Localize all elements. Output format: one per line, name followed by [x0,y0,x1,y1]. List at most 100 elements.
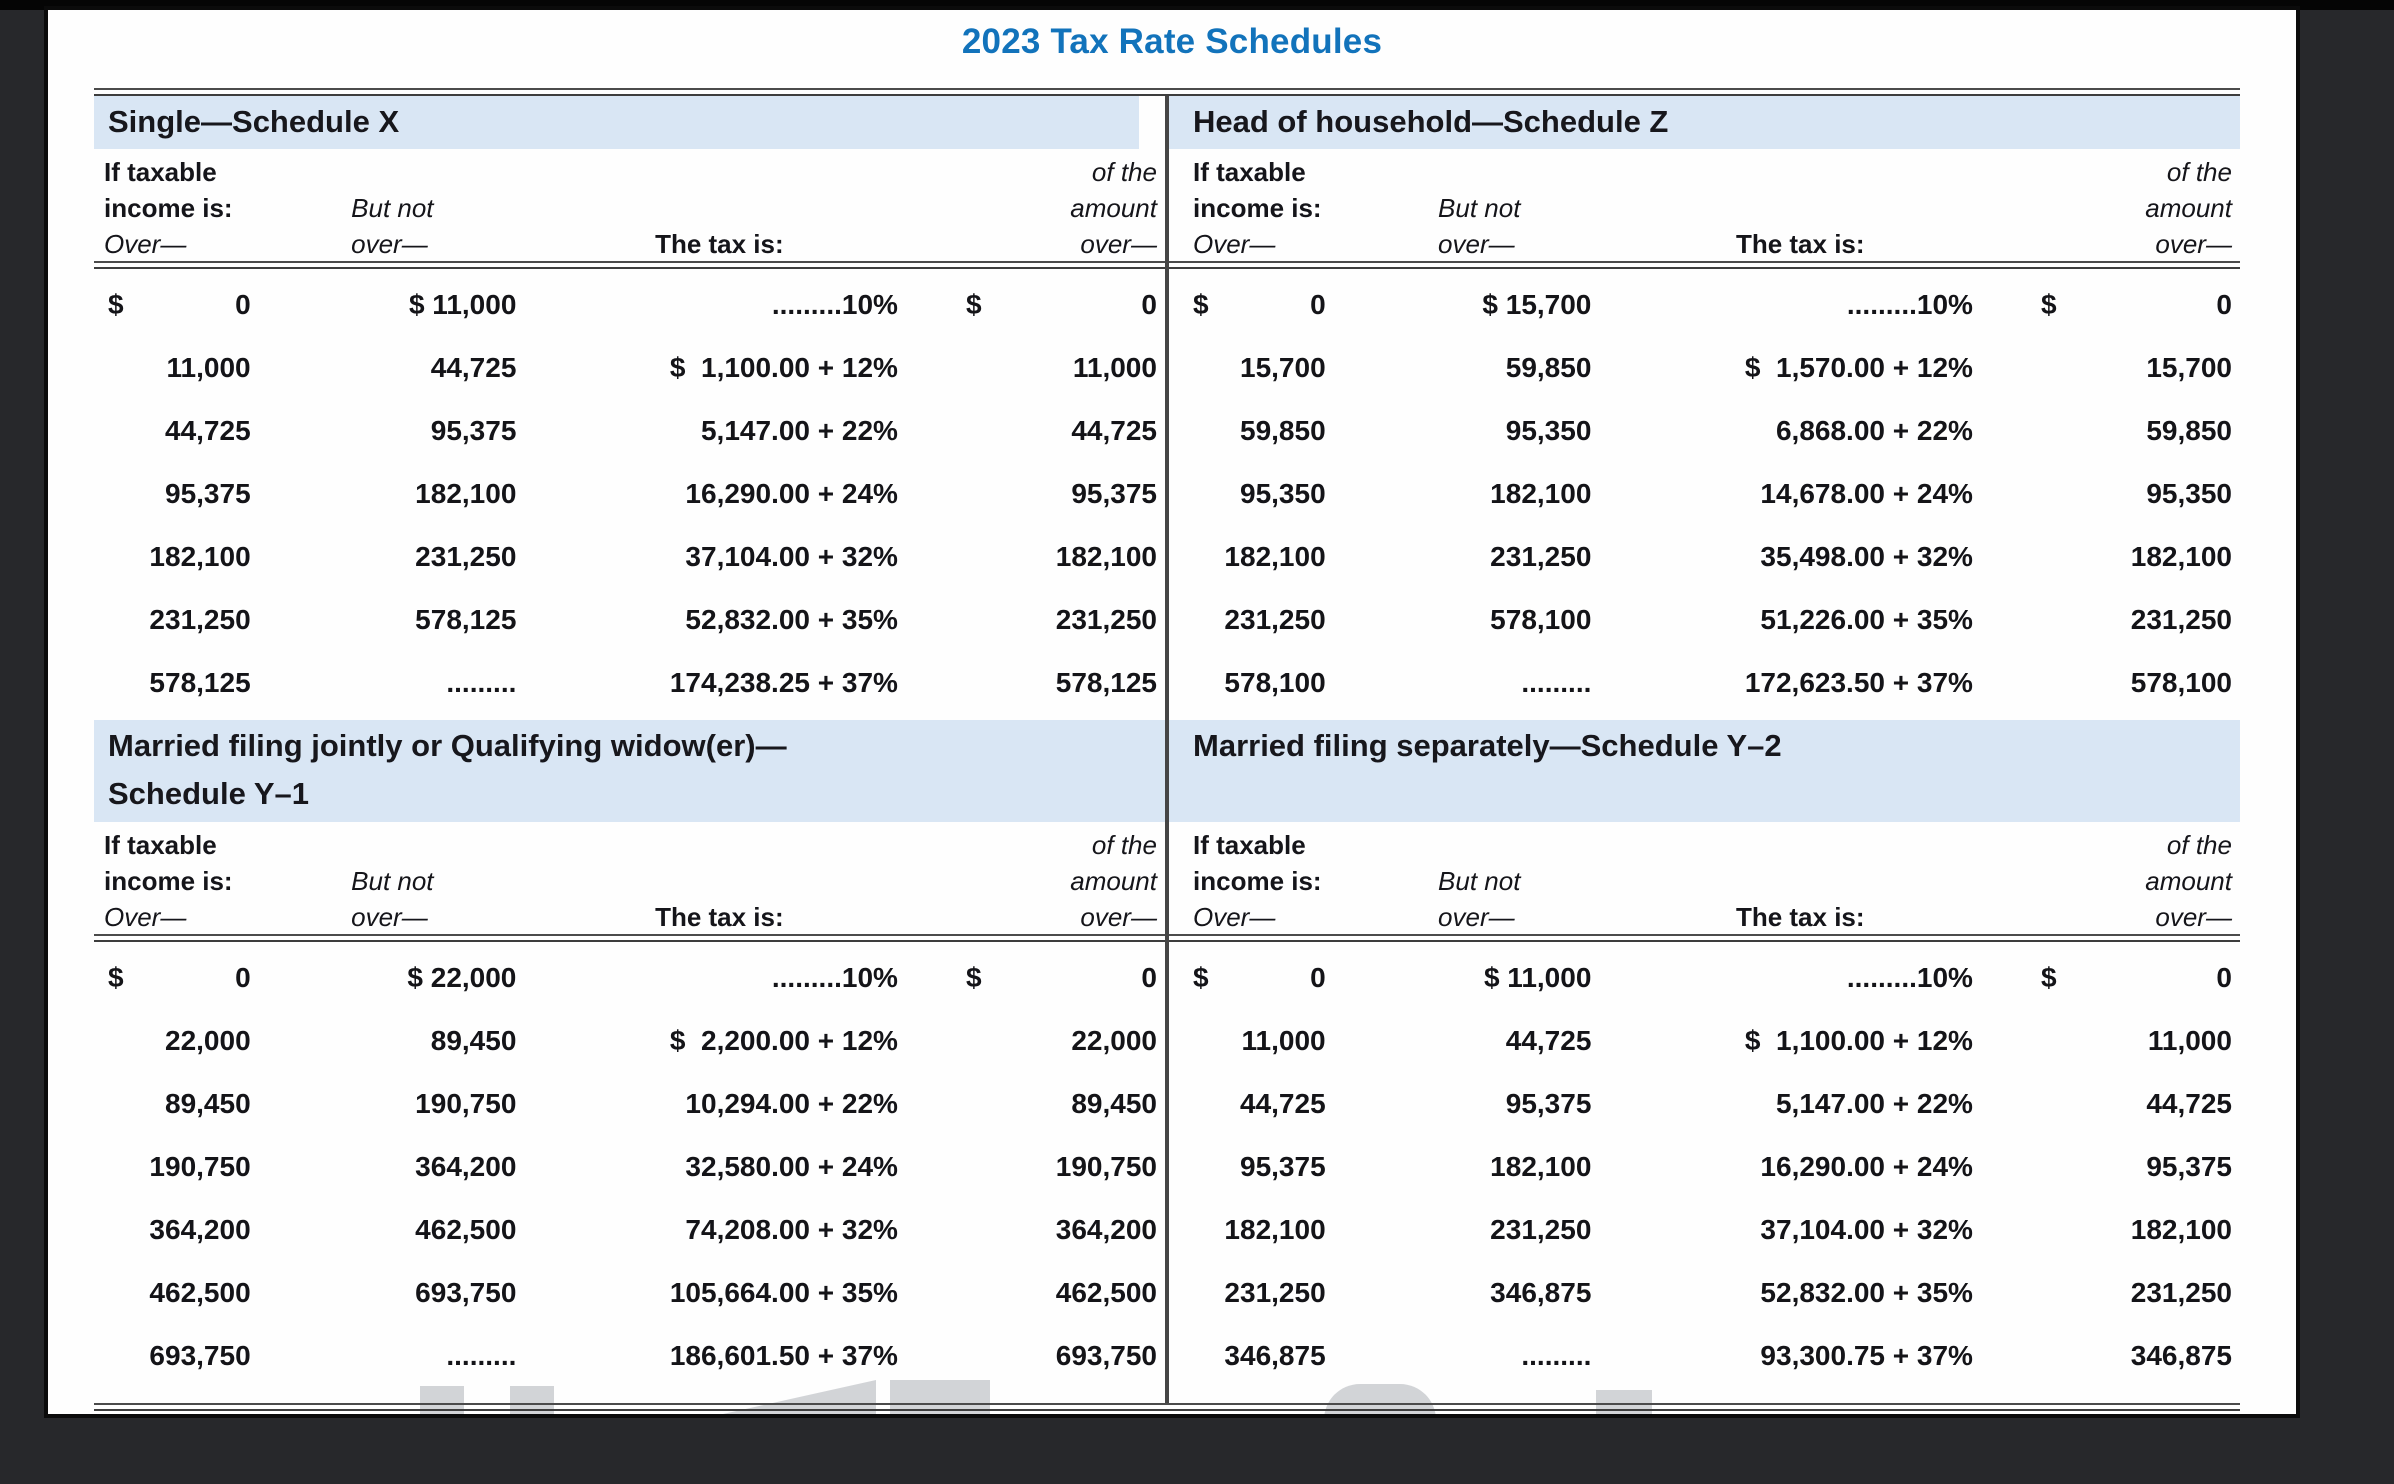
tax-value: $ 1,100.00 + 12% [669,351,898,383]
col-header-amount-over: of the amount over— [1070,157,1157,259]
cell-amount-over: 11,000 [908,352,1165,384]
cell-amount-over: 578,125 [908,667,1165,699]
column-headers: If taxable income is: Over— But not over… [94,149,1165,261]
tax-value: 16,290.00 + 24% [685,477,898,509]
cell-over: 44,725 [1169,1088,1330,1120]
over-value: 364,200 [149,1213,251,1245]
schedule-rows: $0 $ 15,700 .........10% $0 15,700 59,850 $ 1,… [1169,269,2240,720]
but-not-over-value: 182,100 [1490,1150,1592,1182]
cell-over: 182,100 [94,541,255,573]
cell-over: 693,750 [94,1340,255,1372]
cell-but-not-over: 95,375 [1330,1088,1598,1120]
cell-amount-over: 462,500 [908,1277,1165,1309]
but-not-over-value: $ 22,000 [407,961,517,993]
but-not-over-value: 95,350 [1505,414,1592,446]
cell-tax: .........10% [1597,289,1983,321]
col-header-over: If taxable income is: Over— [1193,830,1322,932]
table-row: 462,500 693,750 105,664.00 + 35% 462,500 [94,1261,1165,1324]
over-value: 22,000 [165,1024,251,1056]
amount-over-value: 182,100 [1055,540,1157,572]
table-row: 89,450 190,750 10,294.00 + 22% 89,450 [94,1072,1165,1135]
amount-over-value: 11,000 [2147,1024,2232,1056]
cell-but-not-over: ......... [1330,667,1598,699]
cell-tax: 5,147.00 + 22% [522,415,908,447]
amount-over-value: 578,125 [1055,666,1157,698]
tax-value: 51,226.00 + 35% [1760,603,1973,635]
cell-but-not-over: 231,250 [1330,1214,1598,1246]
col-header-tax-is: The tax is: [655,902,784,932]
cell-tax: 14,678.00 + 24% [1597,478,1983,510]
tax-value: 93,300.75 + 37% [1760,1339,1973,1371]
amount-over-value: 578,100 [2130,666,2232,698]
amount-over-value: 0 [1141,288,1157,320]
amount-over-value: 182,100 [2130,540,2232,572]
amount-over-value: 182,100 [2130,1213,2232,1245]
over-value: 44,725 [165,414,251,446]
cell-tax: 74,208.00 + 32% [522,1214,908,1246]
cell-tax: 16,290.00 + 24% [1597,1151,1983,1183]
table-row: 693,750......... 186,601.50 + 37% 693,750 [94,1324,1165,1387]
schedule-title: Married filing separately—Schedule Y–2 [1193,728,1782,763]
dollar-sign: $ [108,961,124,993]
amount-over-value: 44,725 [2146,1087,2232,1119]
cell-over: 578,125 [94,667,255,699]
cell-amount-over: 231,250 [1983,604,2240,636]
schedule-header-band: Married filing separately—Schedule Y–2 [1169,720,2240,822]
cell-tax: 37,104.00 + 32% [522,541,908,573]
over-value: 231,250 [1224,603,1326,635]
cell-tax: 52,832.00 + 35% [1597,1277,1983,1309]
amount-over-value: 95,375 [1071,477,1157,509]
cell-amount-over: 346,875 [1983,1340,2240,1372]
cell-amount-over: 578,100 [1983,667,2240,699]
column-headers: If taxable income is: Over— But not over… [1169,149,2240,261]
cell-amount-over: $0 [908,962,1165,994]
but-not-over-value: ......... [1521,666,1592,698]
cell-tax: 186,601.50 + 37% [522,1340,908,1372]
but-not-over-value: 44,725 [430,351,517,383]
cell-but-not-over: 59,850 [1330,352,1598,384]
col-header-tax-is: The tax is: [655,229,784,259]
cell-over: 231,250 [94,604,255,636]
over-value: 693,750 [149,1339,251,1371]
tax-value: 14,678.00 + 24% [1760,477,1973,509]
cell-tax: $ 1,100.00 + 12% [522,352,908,384]
over-value: 182,100 [1224,1213,1326,1245]
cell-over: $0 [94,289,255,321]
but-not-over-value: 95,375 [430,414,517,446]
cell-over: $0 [1169,289,1330,321]
but-not-over-value: 462,500 [415,1213,517,1245]
col-header-amount-over: of the amount over— [2145,830,2232,932]
tax-value: 37,104.00 + 32% [685,540,898,572]
cell-over: 231,250 [1169,604,1330,636]
table-rule [94,261,1165,269]
table-center-divider [1165,96,1169,1403]
schedule-title: Married filing jointly or Qualifying wid… [108,728,787,763]
over-value: 95,375 [1240,1150,1326,1182]
over-value: 231,250 [1224,1276,1326,1308]
table-row: 231,250 578,100 51,226.00 + 35% 231,250 [1169,588,2240,651]
column-headers: If taxable income is: Over— But not over… [94,822,1165,934]
but-not-over-value: ......... [446,1339,517,1371]
amount-over-value: 95,375 [2146,1150,2232,1182]
col-header-tax-is: The tax is: [1735,902,1865,932]
col-header-amount-over: of the amount over— [2145,157,2232,259]
table-row: $0 $ 11,000 .........10% $0 [1169,946,2240,1009]
dollar-sign: $ [965,288,982,320]
over-value: 182,100 [149,540,251,572]
but-not-over-value: 231,250 [415,540,517,572]
but-not-over-value: 231,250 [1490,540,1592,572]
cell-amount-over: 95,375 [908,478,1165,510]
amount-over-value: 346,875 [2130,1339,2232,1371]
schedule-header-band: Married filing jointly or Qualifying wid… [94,720,1165,822]
table-row: 11,000 44,725 $ 1,100.00 + 12% 11,000 [94,336,1165,399]
over-value: 0 [235,961,251,993]
over-value: 0 [1310,961,1326,993]
but-not-over-value: 59,850 [1505,351,1592,383]
cell-tax: 52,832.00 + 35% [522,604,908,636]
col-header-over: If taxable income is: Over— [104,830,233,932]
table-row: 231,250 346,875 52,832.00 + 35% 231,250 [1169,1261,2240,1324]
cell-but-not-over: ......... [255,1340,523,1372]
table-row: $0 $ 15,700 .........10% $0 [1169,273,2240,336]
cell-but-not-over: 231,250 [1330,541,1598,573]
amount-over-value: 89,450 [1071,1087,1157,1119]
